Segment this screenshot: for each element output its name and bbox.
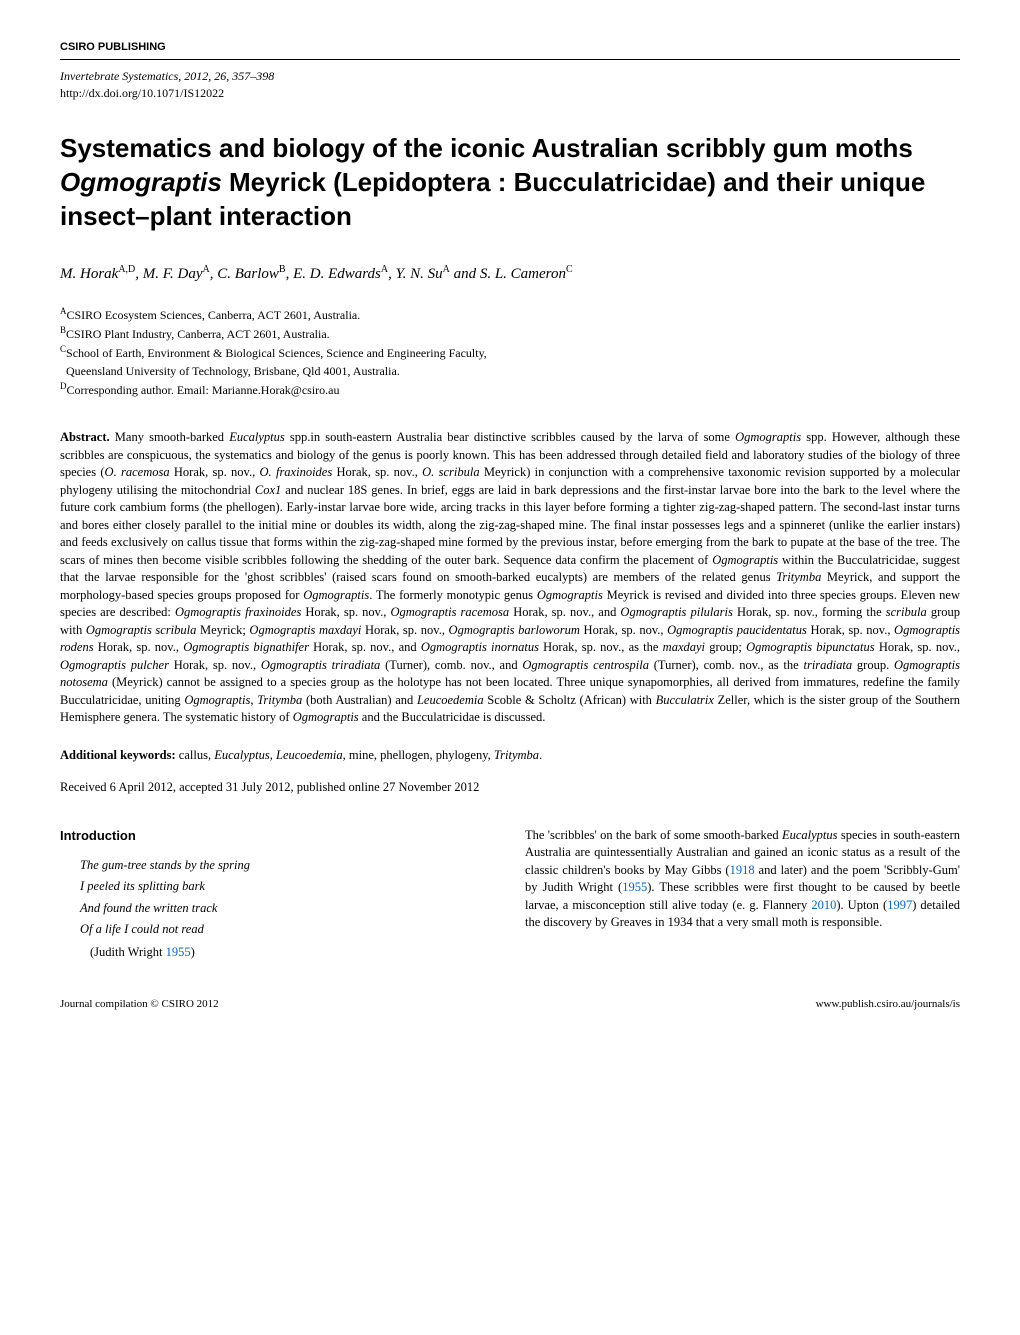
poem-line-1: The gum-tree stands by the spring [80,855,495,876]
title-genus: Ogmograptis [60,167,222,197]
footer-url: www.publish.csiro.au/journals/is [816,997,960,1012]
keywords-label: Additional keywords: [60,748,176,762]
poem-attribution: (Judith Wright 1955) [90,944,495,962]
author-list: M. HorakA,D, M. F. DayA, C. BarlowB, E. … [60,263,960,285]
poem-line-3: And found the written track [80,898,495,919]
intro-body-text: The 'scribbles' on the bark of some smoo… [525,827,960,932]
page-footer: Journal compilation © CSIRO 2012 www.pub… [60,997,960,1012]
abstract-text: Many smooth-barked Eucalyptus spp.in sou… [60,430,960,724]
abstract-block: Abstract. Many smooth-barked Eucalyptus … [60,429,960,727]
keywords-text: callus, Eucalyptus, Leucoedemia, mine, p… [179,748,542,762]
affiliation-c-2: Queensland University of Technology, Bri… [66,362,960,380]
header-bar: CSIRO PUBLISHING [60,40,960,60]
introduction-heading: Introduction [60,827,495,845]
abstract-label: Abstract. [60,430,110,444]
received-dates: Received 6 April 2012, accepted 31 July … [60,779,960,797]
poem-line-2: I peeled its splitting bark [80,876,495,897]
affiliation-a: ACSIRO Ecosystem Sciences, Canberra, ACT… [60,305,960,324]
affiliation-d: DCorresponding author. Email: Marianne.H… [60,380,960,399]
journal-citation: Invertebrate Systematics, 2012, 26, 357–… [60,68,960,85]
footer-copyright: Journal compilation © CSIRO 2012 [60,997,219,1012]
affiliations-block: ACSIRO Ecosystem Sciences, Canberra, ACT… [60,305,960,399]
body-columns: Introduction The gum-tree stands by the … [60,827,960,962]
affiliation-b: BCSIRO Plant Industry, Canberra, ACT 260… [60,324,960,343]
keywords-block: Additional keywords: callus, Eucalyptus,… [60,747,960,765]
affiliation-c-1: CSchool of Earth, Environment & Biologic… [60,343,960,362]
article-title: Systematics and biology of the iconic Au… [60,132,960,233]
publisher-label: CSIRO PUBLISHING [60,40,166,55]
right-column: The 'scribbles' on the bark of some smoo… [525,827,960,962]
poem-line-4: Of a life I could not read [80,919,495,940]
left-column: Introduction The gum-tree stands by the … [60,827,495,962]
doi-link: http://dx.doi.org/10.1071/IS12022 [60,85,960,102]
epigraph-poem: The gum-tree stands by the spring I peel… [80,855,495,940]
title-text-1: Systematics and biology of the iconic Au… [60,133,913,163]
